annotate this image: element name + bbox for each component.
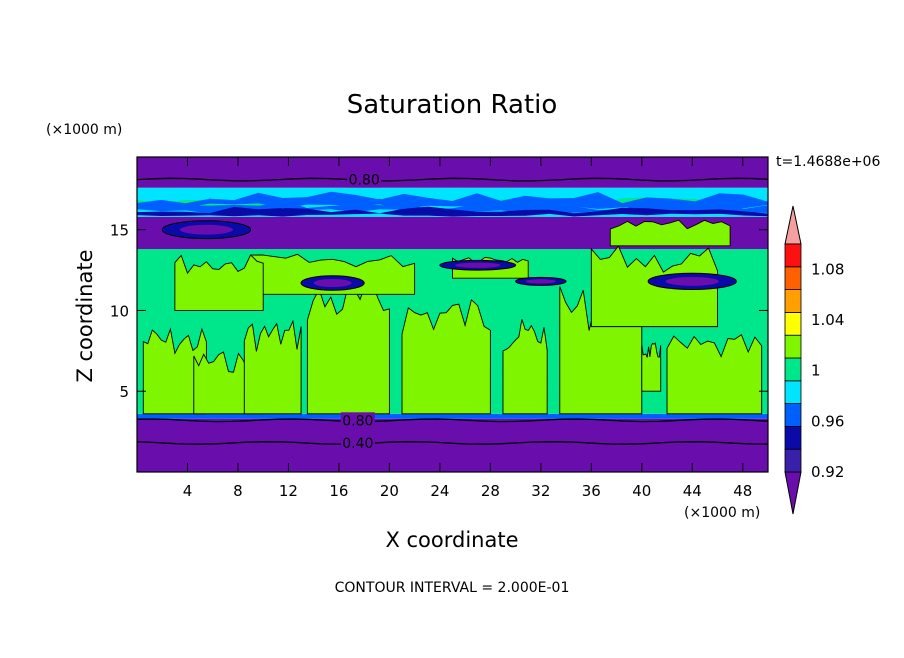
pocket-core-2: [665, 276, 719, 286]
band-0: [137, 418, 768, 472]
patch-0: [142, 327, 207, 415]
x-unit-label: (×1000 m): [684, 505, 760, 521]
colorbar-tick-label-3: 1.04: [811, 311, 844, 329]
contour-interval-note: CONTOUR INTERVAL = 2.000E-01: [335, 580, 570, 596]
time-label: t=1.4688e+06: [776, 154, 880, 170]
colorbar-tick-label-2: 1: [811, 362, 821, 380]
x-tick-label-9: 40: [632, 482, 651, 500]
cloud-layer-1: [137, 206, 768, 217]
x-tick-label-7: 32: [531, 482, 550, 500]
colorbar-tick-label-4: 1.08: [811, 260, 844, 278]
x-tick-label-4: 20: [380, 482, 399, 500]
y-unit-label: (×1000 m): [46, 122, 122, 138]
patch-10: [250, 253, 416, 295]
colorbar-swatch-5: [784, 334, 802, 359]
patch-9: [590, 245, 718, 328]
x-tick-label-6: 28: [481, 482, 500, 500]
x-tick-label-1: 8: [233, 482, 243, 500]
contour-label-bg-0: [347, 171, 382, 188]
colorbar: 0.92 0.96 1 1.04 1.08: [784, 205, 844, 515]
plot-area: 0.80 0.80 0.40: [136, 156, 769, 473]
pocket-core-4: [525, 279, 556, 284]
colorbar-tick-label-0: 0.92: [811, 463, 844, 481]
x-tick-label-3: 16: [329, 482, 348, 500]
contour-line-1: [137, 418, 768, 423]
x-tick-label-11: 48: [733, 482, 752, 500]
x-tick-label-5: 24: [430, 482, 449, 500]
colorbar-swatch-9: [784, 243, 802, 268]
contour-field: 0.80 0.80 0.40: [137, 157, 768, 472]
patch-5: [502, 319, 548, 415]
colorbar-swatch-3: [784, 380, 802, 404]
patch-8: [666, 334, 763, 415]
contour-line-2: [137, 441, 768, 445]
cloud-layer-3: [137, 191, 768, 209]
patch-4: [401, 298, 491, 415]
x-tick-label-10: 44: [683, 482, 702, 500]
y-tick-label-0: 5: [119, 383, 129, 401]
colorbar-tick-label-1: 0.96: [811, 412, 844, 430]
contour-label-bg-1: [340, 412, 375, 429]
plot-frame: [136, 156, 769, 473]
contour-label-2: 0.40: [342, 436, 373, 452]
colorbar-high-arrow: [784, 205, 802, 245]
contour-label-1: 0.80: [342, 413, 373, 429]
x-tick-label-8: 36: [582, 482, 601, 500]
band-5: [137, 157, 768, 188]
colorbar-swatch-7: [784, 289, 802, 313]
y-axis-label: Z coordinate: [73, 249, 97, 382]
patch-3: [306, 279, 390, 415]
colorbar-low-arrow: [784, 471, 802, 515]
colorbar-swatch-8: [784, 266, 802, 290]
colorbar-swatch-6: [784, 311, 802, 336]
y-tick-label-1: 10: [110, 302, 129, 320]
x-axis-label: X coordinate: [385, 528, 518, 552]
x-tick-label-0: 4: [183, 482, 193, 500]
colorbar-swatch-1: [784, 425, 802, 450]
pocket-core-3: [455, 262, 501, 268]
contour-label-bg-2: [340, 434, 375, 451]
contour-label-0: 0.80: [349, 173, 380, 189]
patch-12: [174, 254, 264, 311]
patch-7: [641, 342, 662, 392]
patch-13: [609, 219, 731, 247]
contour-line-0: [137, 177, 768, 182]
colorbar-swatch-0: [784, 448, 802, 473]
y-tick-label-2: 15: [110, 222, 129, 240]
pocket-core-0: [179, 224, 233, 235]
chart-title: Saturation Ratio: [347, 90, 558, 120]
patch-2: [243, 319, 302, 415]
colorbar-swatch-2: [784, 403, 802, 427]
x-tick-label-2: 12: [279, 482, 298, 500]
pocket-core-1: [313, 279, 352, 287]
band-1: [137, 413, 768, 419]
colorbar-swatch-4: [784, 357, 802, 382]
